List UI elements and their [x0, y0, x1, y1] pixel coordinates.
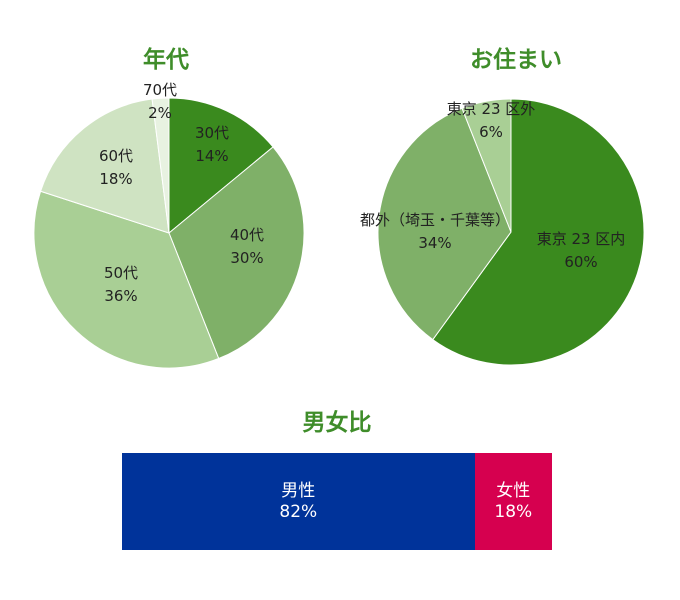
residence-chart-title: お住まい	[470, 47, 562, 73]
age-slice-value-4: 2%	[148, 104, 172, 122]
age-slice-value-2: 36%	[104, 287, 137, 305]
residence-slice-1	[377, 107, 512, 341]
age-slice-1	[168, 146, 305, 360]
age-slice-label-0: 30代	[195, 124, 229, 142]
age-slice-label-2: 50代	[104, 264, 138, 282]
gender-female-label: 女性	[496, 480, 531, 501]
age-slice-3	[39, 98, 170, 234]
residence-slice-value-0: 60%	[564, 253, 597, 271]
age-pie-chart: 30代 14% 40代 30% 50代 36% 60代 18% 70代 2%	[33, 81, 305, 369]
residence-pie-chart: 東京 23 区内 60% 都外（埼玉・千葉等） 34% 東京 23 区外 6%	[360, 98, 645, 366]
gender-male-label: 男性	[281, 480, 316, 501]
gender-bar-segment-female: 女性 18%	[474, 453, 552, 550]
residence-slice-0	[432, 98, 645, 366]
residence-slice-value-1: 34%	[418, 234, 451, 252]
gender-stacked-bar: 男性 82% 女性 18%	[122, 453, 552, 550]
gender-bar-segment-male: 男性 82%	[122, 453, 475, 550]
age-slice-value-3: 18%	[99, 170, 132, 188]
age-slice-value-1: 30%	[230, 249, 263, 267]
age-slice-4	[151, 97, 170, 234]
residence-slice-value-2: 6%	[479, 123, 503, 141]
age-slice-label-3: 60代	[99, 147, 133, 165]
age-slice-label-1: 40代	[230, 226, 264, 244]
age-slice-2	[33, 190, 220, 369]
residence-slice-label-2: 東京 23 区外	[447, 100, 536, 118]
gender-chart-title: 男女比	[302, 410, 372, 436]
residence-slice-label-1: 都外（埼玉・千葉等）	[360, 211, 510, 229]
age-slice-value-0: 14%	[195, 147, 228, 165]
age-chart-title: 年代	[143, 47, 189, 73]
gender-female-value: 18%	[494, 501, 533, 522]
residence-slice-2	[461, 98, 512, 233]
age-slice-label-4: 70代	[143, 81, 177, 99]
age-slice-0	[168, 97, 274, 235]
residence-slice-label-0: 東京 23 区内	[537, 230, 626, 248]
gender-male-value: 82%	[279, 501, 318, 522]
